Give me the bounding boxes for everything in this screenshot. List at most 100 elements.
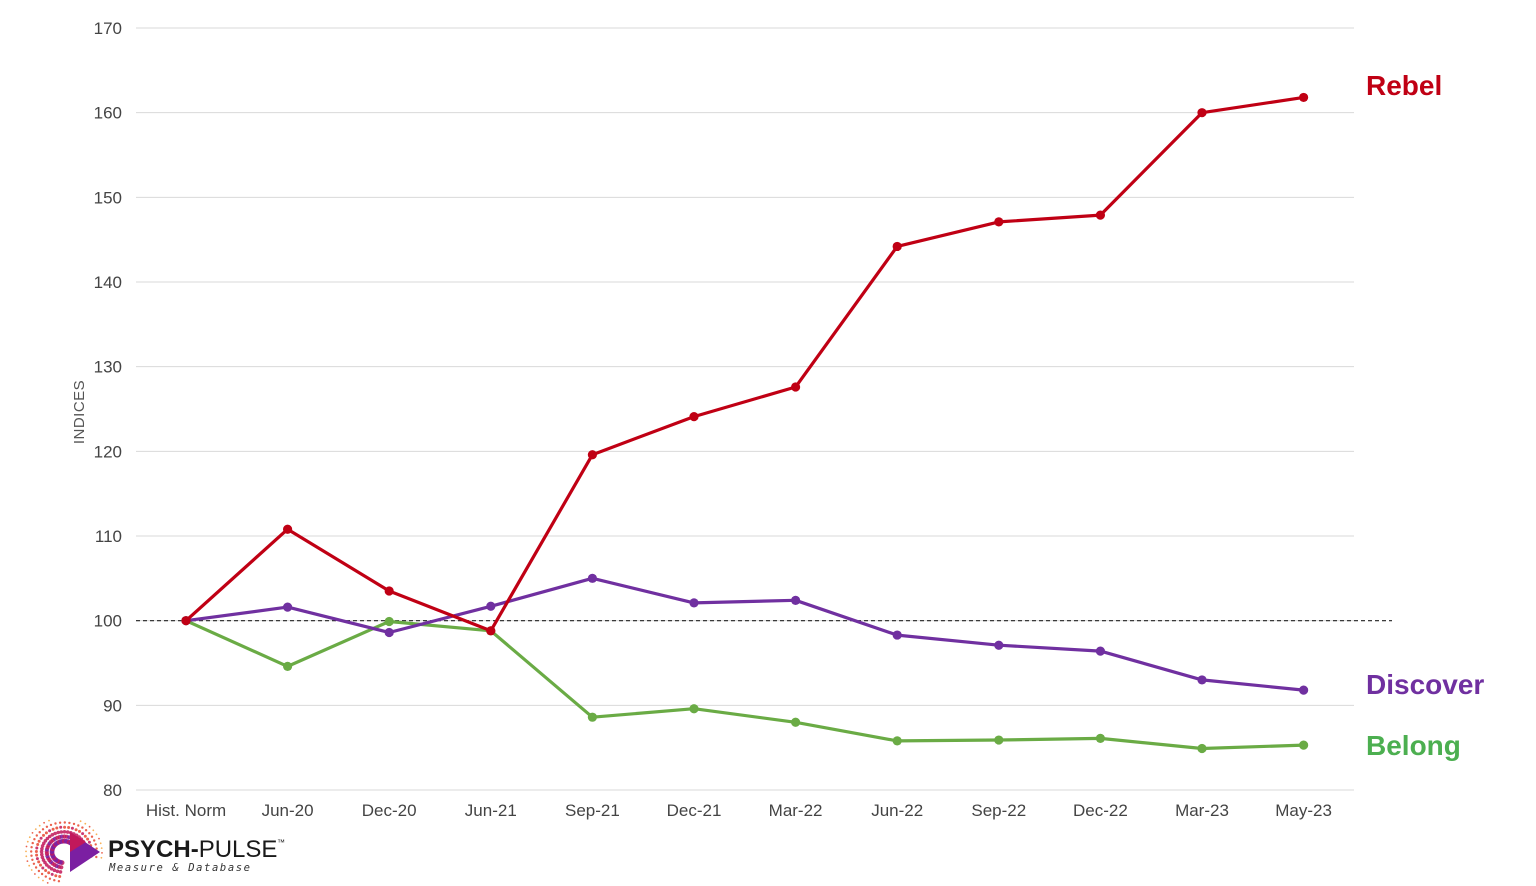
- logo-burst-dot: [67, 826, 71, 829]
- x-tick-label: Sep-21: [565, 801, 620, 820]
- logo-burst-dot: [65, 830, 70, 834]
- logo-burst-dot: [39, 836, 43, 840]
- logo-burst-dot: [101, 852, 103, 854]
- x-tick-label: Jun-20: [262, 801, 314, 820]
- x-tick-label: Dec-22: [1073, 801, 1128, 820]
- data-point-discover: [1095, 646, 1105, 656]
- logo-burst-dot: [43, 821, 45, 824]
- logo-burst-dot: [30, 850, 33, 853]
- series-discover: [181, 573, 1309, 695]
- x-tick-label: Jun-22: [871, 801, 923, 820]
- data-point-belong: [384, 616, 394, 627]
- data-point-rebel: [892, 241, 902, 252]
- logo-burst-dot: [44, 831, 48, 835]
- logo-burst-dot: [79, 820, 82, 823]
- logo-burst-dot: [77, 824, 80, 827]
- logo-burst-dot: [74, 828, 78, 832]
- logo-burst-dot: [40, 872, 44, 876]
- logo-trademark: ™: [277, 838, 285, 847]
- x-tick-label: May-23: [1275, 801, 1332, 820]
- data-point-discover: [1299, 685, 1309, 695]
- data-point-rebel: [689, 412, 699, 422]
- series-label-rebel: Rebel: [1366, 70, 1442, 101]
- logo-burst-dot: [59, 825, 63, 829]
- series-line-rebel: [184, 95, 1306, 633]
- x-tick-label: Mar-22: [769, 801, 823, 820]
- x-tick-label: Dec-21: [667, 801, 722, 820]
- logo-burst-icon: [25, 819, 103, 884]
- series-label-discover: Discover: [1366, 669, 1484, 700]
- y-axis-ticks: 80 90 100 110 120 130 140 150 160 170: [94, 19, 122, 800]
- logo-burst-dot: [58, 870, 63, 874]
- data-point-belong: [689, 704, 699, 714]
- logo-burst-dot: [25, 845, 28, 848]
- logo-burst-dot: [55, 826, 59, 830]
- y-tick-label: 150: [94, 188, 122, 207]
- logo-burst-dot: [78, 829, 81, 833]
- logo-burst-dot: [40, 847, 44, 851]
- logo-burst-dot: [38, 824, 41, 827]
- logo-burst-dot: [33, 838, 36, 841]
- logo-name-bold: PSYCH-: [108, 836, 199, 863]
- logo-burst-dot: [26, 840, 29, 843]
- logo-burst-dot: [40, 852, 44, 857]
- data-point-rebel: [1197, 108, 1207, 118]
- data-point-belong: [1095, 733, 1105, 743]
- logo-burst-dot: [48, 829, 52, 833]
- logo-burst-dot: [62, 830, 67, 834]
- logo-burst-dot: [35, 846, 39, 850]
- logo-burst-dot: [37, 839, 41, 843]
- logo-name-light: PULSE: [199, 836, 278, 863]
- logo-burst-dot: [55, 869, 60, 874]
- logo-burst-dot: [35, 834, 38, 837]
- logo-burst-dot: [41, 866, 45, 870]
- logo-burst-dot: [35, 857, 39, 861]
- logo-burst-dot: [51, 827, 55, 831]
- data-point-discover: [791, 595, 801, 605]
- logo-burst-dot: [70, 826, 74, 830]
- logo-burst-dot: [95, 847, 98, 850]
- x-axis-ticks: Hist. Norm Jun-20 Dec-20 Jun-21 Sep-21 Dec-21…: [146, 801, 1332, 820]
- series-line-belong: [184, 619, 1306, 751]
- logo-burst-dot: [30, 869, 33, 871]
- logo-burst-dot: [93, 839, 96, 842]
- logo-burst-dot: [49, 867, 54, 871]
- logo-burst-dot: [56, 830, 60, 835]
- data-point-rebel: [181, 616, 191, 626]
- series-belong: [181, 616, 1309, 754]
- logo-burst-dot: [84, 822, 87, 825]
- logo-burst-dot: [58, 875, 62, 878]
- logo-burst-dot: [88, 832, 91, 835]
- data-point-rebel: [791, 382, 801, 392]
- logo-burst-dot: [81, 826, 84, 829]
- logo-burst-dot: [92, 829, 95, 832]
- logo-burst-dot: [39, 849, 44, 854]
- logo-burst-dot: [90, 835, 94, 838]
- data-point-belong: [1197, 743, 1207, 754]
- logo-burst-dot: [48, 819, 50, 822]
- logo-burst-dot: [86, 837, 90, 841]
- y-tick-label: 110: [95, 527, 122, 546]
- logo-burst-dot: [54, 874, 58, 878]
- logo-burst-dot: [72, 822, 76, 826]
- y-tick-label: 90: [103, 696, 122, 715]
- y-tick-label: 170: [94, 19, 122, 38]
- data-point-rebel: [994, 217, 1004, 227]
- logo-burst-dot: [95, 833, 98, 836]
- logo-burst-dot: [35, 853, 39, 857]
- x-tick-label: Dec-20: [362, 801, 417, 820]
- logo-burst-dot: [41, 858, 46, 862]
- logo-burst-dot: [50, 833, 55, 837]
- logo-burst-dot: [37, 860, 41, 864]
- logo-burst-dot: [52, 868, 57, 872]
- data-point-rebel: [1095, 210, 1105, 220]
- logo-burst-dot: [58, 821, 62, 824]
- series-line-discover: [184, 576, 1306, 692]
- logo-burst-dot: [94, 843, 97, 846]
- data-point-belong: [994, 735, 1004, 745]
- logo-burst-dot: [81, 832, 85, 836]
- logo-burst-dot: [87, 840, 91, 844]
- data-point-discover: [283, 602, 293, 612]
- logo-burst-dot: [31, 832, 34, 834]
